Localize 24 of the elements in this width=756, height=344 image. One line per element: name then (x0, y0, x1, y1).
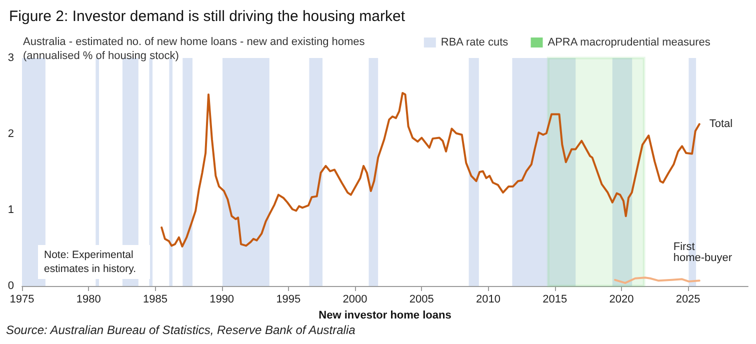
x-tick-label: 1980 (76, 294, 101, 306)
x-tick-label: 2015 (542, 294, 568, 306)
series-label: Total (709, 118, 733, 130)
x-tick-label: 1985 (142, 294, 168, 306)
legend-label: APRA macroprudential measures (548, 36, 711, 48)
x-tick-label: 2025 (676, 294, 700, 306)
x-axis-title: New investor home loans (318, 309, 452, 322)
y-tick-label: 2 (8, 128, 14, 140)
x-tick-label: 1995 (276, 294, 301, 306)
x-tick-label: 1975 (10, 294, 34, 306)
y-tick-label: 1 (8, 204, 14, 216)
x-tick-label: 2010 (476, 294, 500, 306)
x-tick-label: 2020 (609, 294, 634, 306)
x-tick-label: 2005 (409, 294, 434, 306)
series-label: First home-buyer (673, 241, 732, 264)
y-tick-label: 3 (8, 52, 14, 64)
x-tick-label: 2000 (342, 294, 368, 306)
x-tick-label: 1990 (210, 294, 234, 306)
chart-title: Figure 2: Investor demand is still driving the housing market (9, 8, 406, 25)
chart-subtitle: Australia - estimated no. of new home loans - new and existing homes (annualised % of housing stock) (23, 36, 366, 62)
y-tick-label: 0 (8, 280, 14, 292)
legend-label: RBA rate cuts (440, 36, 509, 48)
annotation: Note: Experimental estimates in history. (44, 249, 136, 275)
source-note: Source: Australian Bureau of Statistics, Reserve Bank of Australia (6, 323, 356, 337)
